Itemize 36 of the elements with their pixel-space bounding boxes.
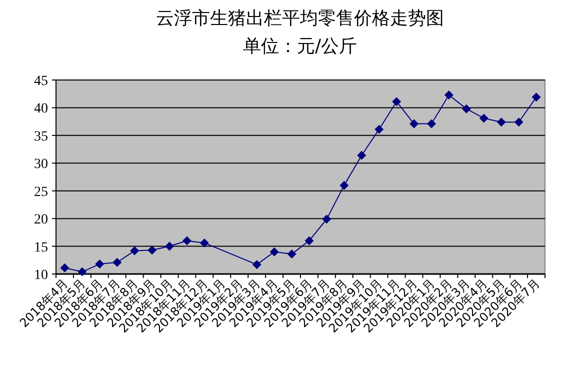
point	[462, 104, 471, 114]
point	[252, 260, 262, 270]
point	[532, 92, 541, 102]
point	[357, 150, 366, 160]
point	[130, 246, 140, 256]
y-tick-label: 30	[34, 157, 48, 172]
point	[165, 242, 174, 251]
y-tick-label: 20	[34, 212, 48, 228]
point	[200, 238, 209, 248]
point	[148, 246, 157, 255]
point	[340, 180, 349, 190]
point	[479, 114, 488, 123]
point	[444, 90, 454, 100]
point	[426, 119, 436, 128]
point	[112, 258, 122, 267]
y-tick-label: 40	[34, 102, 48, 117]
point	[95, 260, 104, 269]
y-tick-label: 45	[34, 74, 48, 89]
y-tick-label: 25	[34, 184, 48, 200]
y-tick-label: 35	[34, 129, 48, 144]
point	[60, 263, 70, 272]
y-tick-label: 15	[34, 240, 48, 256]
point	[287, 250, 296, 259]
point	[410, 119, 419, 128]
point	[78, 267, 87, 276]
point	[496, 118, 506, 127]
point	[392, 97, 402, 106]
point	[304, 236, 314, 246]
point	[514, 118, 524, 127]
y-tick-label: 10	[34, 268, 48, 283]
chart-subtitle: 单位：元/公斤	[242, 36, 358, 57]
point	[374, 124, 384, 134]
point	[322, 214, 332, 224]
point	[270, 247, 279, 256]
point	[182, 236, 192, 246]
chart-title: 云浮市生猪出栏平均零售价格走势图	[156, 8, 444, 29]
